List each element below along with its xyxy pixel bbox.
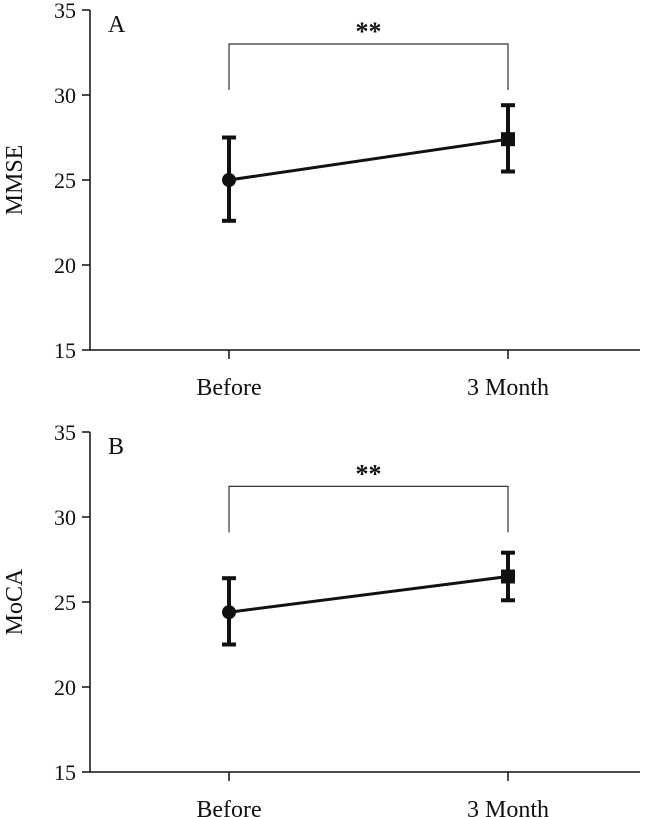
y-tick-label: 35 bbox=[54, 420, 76, 445]
y-tick-label: 15 bbox=[54, 760, 76, 785]
y-axis-label: MoCA bbox=[2, 568, 28, 635]
y-tick-label: 20 bbox=[54, 253, 76, 278]
y-tick-label: 30 bbox=[54, 505, 76, 530]
significance-bracket bbox=[228, 43, 509, 90]
x-category-label: 3 Month bbox=[467, 375, 549, 401]
data-point-square bbox=[501, 132, 515, 147]
y-tick-label: 25 bbox=[54, 590, 76, 615]
chart-panel-b: 15 20 25 30 35 Before 3 Month MoCA B ** bbox=[2, 420, 640, 817]
data-point-square bbox=[501, 569, 515, 584]
series-line bbox=[228, 575, 509, 614]
significance-label: ** bbox=[356, 459, 382, 488]
panel-label: A bbox=[108, 12, 126, 38]
y-axis-label: MMSE bbox=[2, 145, 28, 216]
y-tick-label: 30 bbox=[54, 83, 76, 108]
y-tick-label: 20 bbox=[54, 675, 76, 700]
y-tick-label: 35 bbox=[54, 0, 76, 23]
series-line bbox=[228, 137, 509, 182]
x-category-label: Before bbox=[196, 797, 261, 817]
x-category-label: Before bbox=[196, 375, 261, 401]
significance-label: ** bbox=[356, 17, 382, 46]
y-tick-label: 25 bbox=[54, 168, 76, 193]
data-point-circle bbox=[222, 173, 236, 187]
significance-bracket bbox=[228, 485, 509, 533]
data-point-circle bbox=[222, 605, 236, 620]
x-category-label: 3 Month bbox=[467, 797, 549, 817]
y-tick-label: 15 bbox=[54, 338, 76, 363]
chart-panel-a: 15 20 25 30 35 Before 3 Month MMSE A ** bbox=[2, 0, 640, 401]
panel-label: B bbox=[108, 434, 124, 460]
